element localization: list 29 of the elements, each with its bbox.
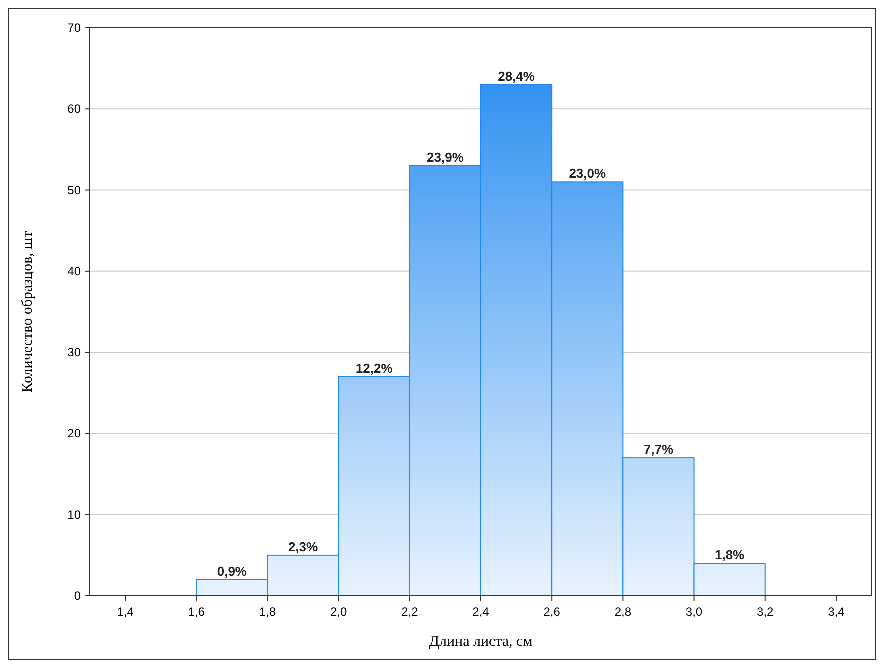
- y-tick-label: 60: [68, 102, 82, 116]
- y-tick-label: 40: [68, 264, 82, 278]
- y-tick-label: 30: [68, 346, 82, 360]
- y-tick-label: 10: [68, 508, 82, 522]
- x-tick-label: 2,4: [472, 605, 490, 619]
- x-tick-label: 1,8: [259, 605, 276, 619]
- annotation: 7,7%: [644, 442, 674, 458]
- annotation: 12,2%: [356, 360, 394, 376]
- x-axis-title: Длина листа, см: [429, 634, 534, 650]
- x-tick-label: 2,2: [402, 605, 419, 619]
- annotation: 2,3%: [288, 539, 319, 554]
- x-tick-label: 1,6: [188, 605, 206, 619]
- annotation: 23,9%: [427, 150, 464, 165]
- x-tick-label: 3,0: [686, 605, 703, 619]
- x-tick-label: 2,8: [614, 605, 632, 619]
- y-tick-label: 0: [74, 589, 82, 603]
- annotation: 23,0%: [569, 166, 606, 182]
- x-tick-label: 2,0: [330, 605, 348, 619]
- y-tick-label: 50: [68, 183, 82, 198]
- annotation: 0,9%: [217, 564, 248, 579]
- y-axis-title: Количество образцов, шт: [20, 230, 36, 393]
- annotation: 28,4%: [498, 68, 536, 84]
- y-tick-label: 70: [68, 21, 82, 35]
- y-tick-label: 20: [68, 426, 82, 441]
- x-tick-label: 3,4: [828, 605, 846, 619]
- x-tick-label: 2,6: [544, 605, 561, 619]
- annotation: 1,8%: [715, 548, 746, 563]
- x-tick-label: 3,2: [757, 605, 774, 619]
- x-tick-label: 1,4: [117, 605, 134, 619]
